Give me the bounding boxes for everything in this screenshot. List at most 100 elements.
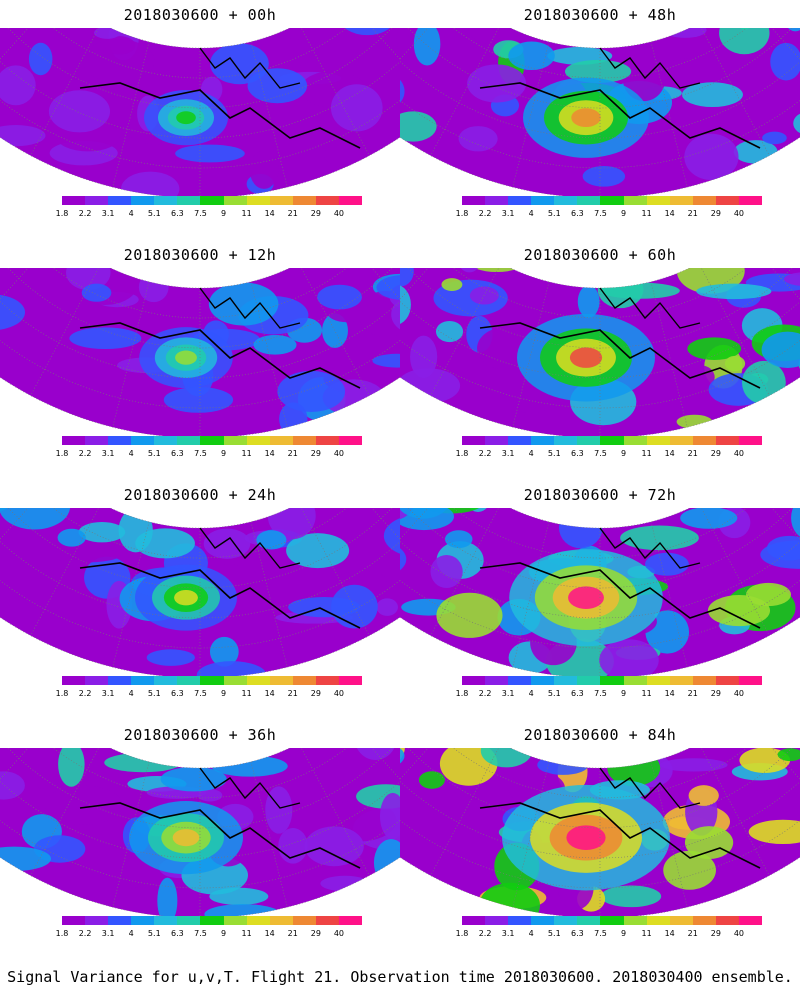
map-boundary bbox=[0, 28, 400, 198]
colorbar-label: 21 bbox=[287, 209, 298, 218]
colorbar-swatch bbox=[669, 676, 694, 685]
variance-blob bbox=[681, 82, 743, 108]
colorbar-swatch bbox=[508, 916, 532, 925]
colorbar-label: 14 bbox=[264, 209, 275, 218]
variance-blob bbox=[376, 274, 400, 301]
panel-grid: 2018030600 + 00h 1.8 2.2 3.1 4 5.1 6.3 7.5 9 11 14… bbox=[0, 6, 800, 960]
colorbar-swatch bbox=[462, 196, 486, 205]
colorbar-label: 14 bbox=[664, 209, 675, 218]
variance-blob bbox=[330, 84, 383, 132]
coastline bbox=[479, 322, 761, 389]
coastline bbox=[79, 82, 361, 149]
variance-blob bbox=[400, 284, 411, 325]
variance-blob bbox=[430, 555, 463, 589]
colorbar-swatch bbox=[62, 196, 86, 205]
colorbar-swatch bbox=[269, 196, 294, 205]
colorbar-label: 5.1 bbox=[547, 689, 561, 698]
colorbar-swatch bbox=[600, 676, 625, 685]
colorbar-label: 1.8 bbox=[55, 689, 69, 698]
colorbar-swatch bbox=[715, 436, 740, 445]
colorbar-swatch bbox=[131, 916, 155, 925]
colorbar-label: 2.2 bbox=[78, 209, 92, 218]
colorbar-label: 7.5 bbox=[594, 689, 607, 698]
colorbar-swatch bbox=[177, 916, 201, 925]
colorbar-label: 21 bbox=[687, 209, 698, 218]
colorbar-swatch bbox=[554, 916, 578, 925]
variance-blob bbox=[659, 758, 728, 772]
colorbar-swatch bbox=[246, 196, 271, 205]
variance-blob bbox=[600, 885, 662, 908]
variance-blob bbox=[209, 636, 239, 667]
variance-blob bbox=[458, 126, 498, 152]
colorbar-label: 11 bbox=[641, 449, 652, 458]
variance-blob bbox=[469, 286, 499, 305]
colorbar-label: 9 bbox=[220, 449, 227, 458]
variance-blob bbox=[620, 525, 699, 551]
variance-blob bbox=[69, 327, 142, 350]
latitude-line bbox=[7, 268, 393, 349]
colorbar: 1.8 2.2 3.1 4 5.1 6.3 7.5 9 11 14 21 29 40 bbox=[56, 196, 363, 226]
colorbar-swatch bbox=[154, 916, 178, 925]
colorbar-swatch bbox=[738, 676, 763, 685]
variance-blob bbox=[317, 284, 362, 310]
variance-blob bbox=[686, 365, 715, 390]
colorbar-label: 40 bbox=[733, 929, 745, 938]
variance-blob bbox=[32, 771, 59, 789]
colorbar-swatch bbox=[131, 196, 155, 205]
figure-caption: Signal Variance for u,v,T. Flight 21. Ob… bbox=[7, 968, 793, 986]
variance-blob bbox=[0, 294, 26, 331]
colorbar-swatch bbox=[338, 916, 363, 925]
colorbar-label: 1.8 bbox=[455, 209, 469, 218]
variance-blob bbox=[28, 42, 53, 76]
coastline bbox=[479, 802, 761, 869]
variance-maximum bbox=[175, 350, 197, 365]
colorbar-label: 7.5 bbox=[194, 209, 207, 218]
colorbar-swatch bbox=[269, 436, 294, 445]
variance-blob bbox=[65, 268, 111, 291]
colorbar-swatch bbox=[177, 196, 201, 205]
variance-blob bbox=[724, 355, 746, 372]
colorbar-swatch bbox=[315, 436, 340, 445]
colorbar-swatch bbox=[554, 196, 578, 205]
variance-blob bbox=[47, 547, 121, 563]
variance-blob bbox=[48, 90, 111, 133]
longitude-line bbox=[371, 28, 400, 60]
colorbar-label: 14 bbox=[264, 449, 275, 458]
colorbar-swatch bbox=[246, 676, 271, 685]
colorbar-label: 5.1 bbox=[147, 929, 161, 938]
colorbar-label: 40 bbox=[733, 209, 745, 218]
colorbar-swatch bbox=[223, 436, 248, 445]
colorbar-swatch bbox=[577, 436, 601, 445]
colorbar-label: 9 bbox=[220, 929, 227, 938]
colorbar-label: 29 bbox=[710, 689, 721, 698]
colorbar-label: 40 bbox=[333, 449, 345, 458]
variance-blob bbox=[687, 337, 742, 361]
colorbar-swatch bbox=[85, 916, 109, 925]
colorbar-swatch bbox=[508, 676, 532, 685]
signal-variance-map bbox=[400, 268, 800, 438]
colorbar-label: 3.1 bbox=[501, 689, 515, 698]
variance-blob bbox=[599, 639, 659, 678]
colorbar-swatch bbox=[692, 436, 717, 445]
colorbar-label: 11 bbox=[641, 929, 652, 938]
map-panel: 2018030600 + 72h 1.8 2.2 3.1 4 5.1 6.3 7.5 9 11 14… bbox=[400, 480, 800, 720]
colorbar-swatch bbox=[623, 436, 648, 445]
colorbar-swatch bbox=[292, 916, 317, 925]
colorbar-label: 2.2 bbox=[78, 929, 92, 938]
colorbar-label: 40 bbox=[733, 689, 745, 698]
panel-title: 2018030600 + 12h bbox=[123, 246, 277, 264]
panel-title: 2018030600 + 84h bbox=[523, 726, 677, 744]
colorbar-swatch bbox=[338, 676, 363, 685]
colorbar-swatch bbox=[338, 436, 363, 445]
variance-blob bbox=[582, 165, 626, 187]
colorbar-swatch bbox=[315, 196, 340, 205]
map-boundary bbox=[0, 748, 400, 918]
variance-blob bbox=[696, 283, 772, 300]
colorbar-label: 40 bbox=[333, 929, 345, 938]
colorbar-label: 3.1 bbox=[101, 449, 115, 458]
variance-blob bbox=[286, 533, 350, 569]
map-panel: 2018030600 + 36h 1.8 2.2 3.1 4 5.1 6.3 7.5 9 11 14… bbox=[0, 720, 400, 960]
variance-blob bbox=[196, 661, 267, 678]
variance-blob bbox=[444, 530, 473, 549]
map-panel: 2018030600 + 84h 1.8 2.2 3.1 4 5.1 6.3 7.5 9 11 14… bbox=[400, 720, 800, 960]
